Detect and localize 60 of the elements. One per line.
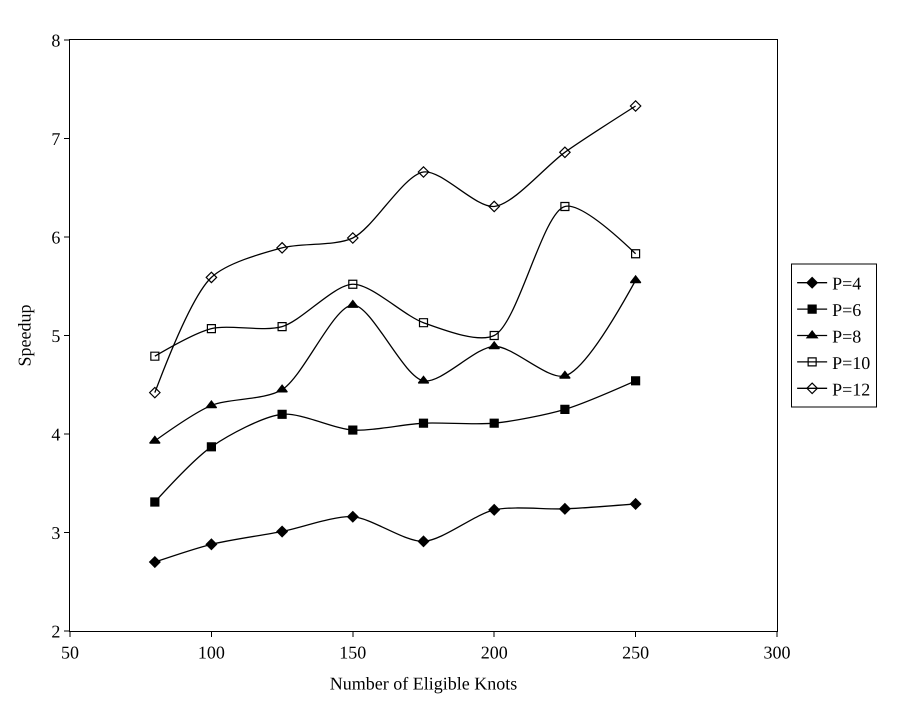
point [559,146,571,158]
x-tick-label: 100 [198,642,225,663]
point [149,556,161,568]
point [149,436,161,444]
point [631,249,640,258]
point [490,330,499,340]
point [348,425,358,435]
x-tick-label: 200 [480,642,508,663]
point [559,503,571,515]
legend-label: P=4 [832,274,862,294]
point [488,200,500,212]
point [490,418,499,428]
point [276,242,288,254]
y-tick-label: 2 [51,621,60,642]
point [347,232,359,244]
y-tick-label: 8 [51,30,60,50]
point [630,498,642,510]
point [347,300,359,308]
point [276,384,288,393]
y-tick-label: 7 [51,128,60,149]
legend-label: P=8 [832,326,862,347]
legend-label: P=6 [832,300,862,320]
point [206,272,218,284]
point [348,280,358,289]
x-axis-title: Number of Eligible Knots [330,674,518,694]
legend-label: P=12 [832,379,870,400]
point [278,322,287,332]
x-tick-label: 250 [622,642,650,663]
point [560,202,570,212]
point [488,504,500,516]
point [150,497,160,507]
point [418,166,430,178]
point [149,386,161,398]
point [559,370,571,379]
x-tick-label: 300 [764,642,790,663]
point [418,376,430,384]
point [630,100,642,112]
point [418,318,428,328]
point [206,324,216,334]
point [150,352,160,361]
point [631,376,640,386]
y-tick-label: 5 [51,326,60,346]
point [347,510,359,523]
point [276,526,288,538]
point [206,538,218,550]
point [278,410,287,419]
y-tick-label: 6 [51,227,60,248]
point [206,400,218,408]
y-tick-label: 4 [51,424,60,444]
point [560,404,570,414]
y-axis-title: Speedup [14,304,35,366]
x-tick-label: 50 [61,642,79,663]
y-tick-label: 3 [51,522,60,543]
legend-label: P=10 [832,352,870,373]
point [418,418,428,428]
point [488,341,500,350]
point [630,275,642,284]
point [418,536,430,548]
x-tick-label: 150 [339,642,366,663]
point [206,442,216,452]
